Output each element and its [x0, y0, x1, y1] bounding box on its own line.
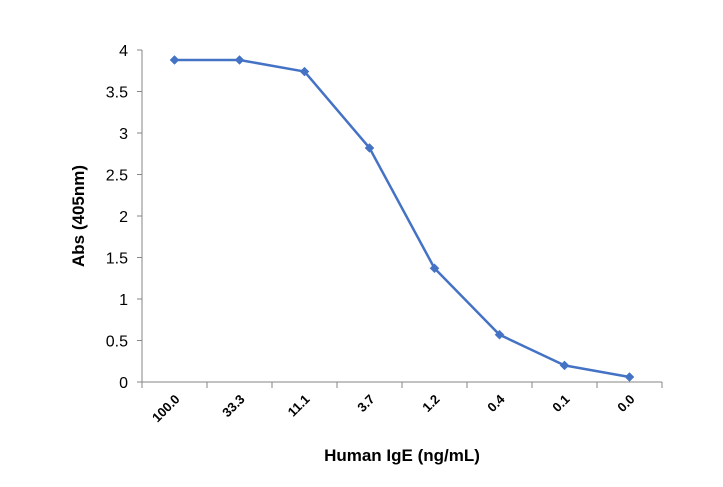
data-point-marker — [559, 360, 570, 371]
data-point-marker — [494, 329, 505, 340]
data-point-marker — [364, 143, 375, 153]
data-point-marker — [624, 372, 635, 382]
series — [169, 55, 635, 382]
y-tick-label: 4 — [119, 43, 128, 60]
y-tick-label: 0.5 — [106, 334, 128, 351]
y-tick-labels: 0 0.5 1 1.5 2 2.5 3 3.5 4 — [106, 43, 128, 392]
x-tick-label: 0.0 — [614, 392, 637, 415]
x-tick-label: 33.3 — [219, 392, 248, 421]
x-axis-title: Human IgE (ng/mL) — [324, 446, 480, 465]
axes — [137, 49, 663, 388]
data-point-marker — [429, 263, 440, 274]
data-point-marker — [169, 55, 180, 65]
x-tick-label: 1.2 — [419, 392, 442, 415]
data-point-marker — [234, 55, 245, 65]
y-tick-label: 2 — [119, 209, 128, 226]
series-line — [174, 58, 630, 379]
x-tick-label: 11.1 — [285, 392, 313, 420]
y-axis-title: Abs (405nm) — [69, 165, 88, 267]
y-tick-label: 1.5 — [106, 251, 128, 268]
x-tick-label: 0.4 — [484, 391, 508, 415]
y-tick-label: 3.5 — [106, 85, 128, 102]
y-tick-label: 1 — [119, 292, 128, 309]
x-tick-label: 3.7 — [354, 392, 377, 415]
data-point-marker — [299, 66, 310, 77]
y-tick-label: 0 — [119, 375, 128, 392]
x-tick-label: 100.0 — [149, 392, 183, 426]
y-tick-label: 2.5 — [106, 168, 128, 185]
y-tick-label: 3 — [119, 126, 128, 143]
x-tick-labels: 100.0 33.3 11.1 3.7 1.2 0.4 0.1 0.0 — [149, 391, 638, 425]
x-tick-label: 0.1 — [549, 392, 572, 415]
